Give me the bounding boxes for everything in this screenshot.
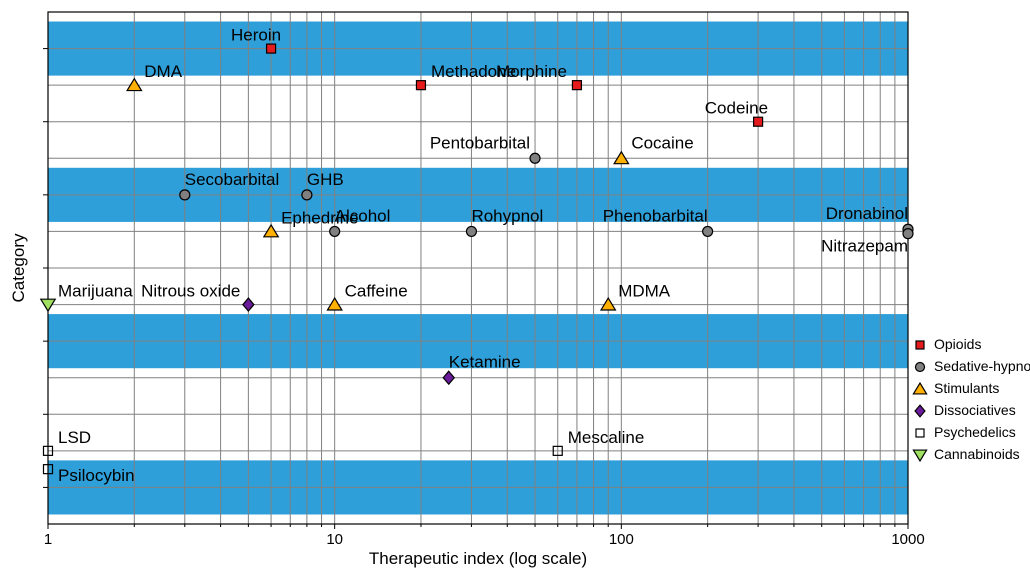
x-tick-label: 100 <box>609 531 634 548</box>
point-label: Marijuana <box>58 282 133 301</box>
point-label: Cocaine <box>631 133 693 152</box>
legend-label: Psychedelics <box>934 424 1016 440</box>
point-label: LSD <box>58 428 91 447</box>
point-label: Morphine <box>496 62 567 81</box>
y-axis-label: Category <box>9 233 28 302</box>
point-label: Pentobarbital <box>430 133 530 152</box>
x-tick-label: 10 <box>326 531 343 548</box>
legend-label: Sedative-hypnotics <box>934 358 1030 374</box>
legend-label: Opioids <box>934 336 981 352</box>
point-label: Ketamine <box>449 353 521 372</box>
point-psilocybin: Psilocybin <box>44 465 135 486</box>
point-label: Nitrazepam <box>821 237 908 256</box>
point-label: Dronabinol <box>826 204 908 223</box>
x-tick-label: 1 <box>44 531 52 548</box>
point-label: Psilocybin <box>58 466 135 485</box>
point-label: Nitrous oxide <box>141 282 240 301</box>
point-label: Mescaline <box>568 428 645 447</box>
x-tick-label: 1000 <box>891 531 924 548</box>
legend-label: Dissociatives <box>934 402 1016 418</box>
point-label: Secobarbital <box>185 170 280 189</box>
point-label: Caffeine <box>345 282 408 301</box>
drug-ti-scatter: 1 10 100 1000 Therapeutic index (log scale) C… <box>0 0 1030 579</box>
legend-label: Cannabinoids <box>934 446 1020 462</box>
legend-label: Stimulants <box>934 380 999 396</box>
x-axis-label: Therapeutic index (log scale) <box>369 549 587 568</box>
point-label: Codeine <box>705 99 768 118</box>
point-label: Heroin <box>231 26 281 45</box>
point-label: DMA <box>144 62 182 81</box>
point-label: Ephedrine <box>281 208 359 227</box>
point-label: GHB <box>307 170 344 189</box>
point-label: Phenobarbital <box>603 206 708 225</box>
point-label: Rohypnol <box>471 206 543 225</box>
point-label: MDMA <box>618 282 671 301</box>
